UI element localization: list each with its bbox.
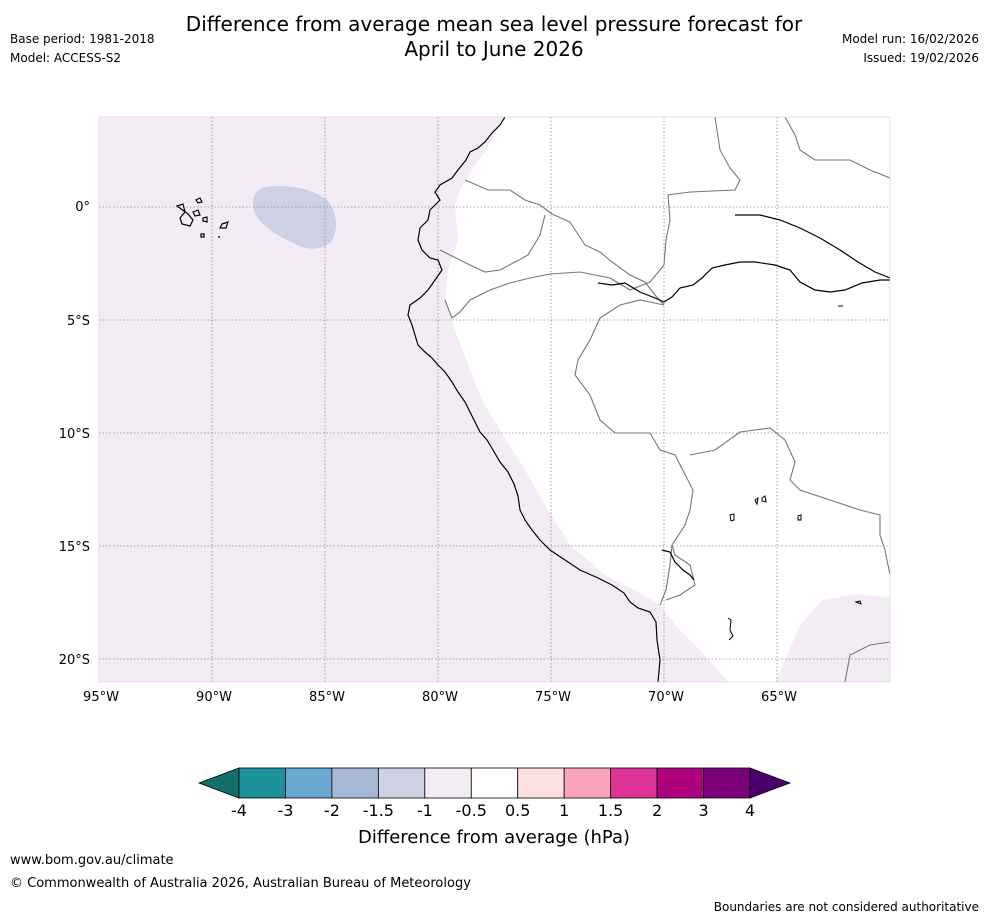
model-run-date: Model run: 16/02/2026 bbox=[841, 32, 979, 46]
colorbar-segment bbox=[377, 767, 426, 799]
footer-copyright: © Commonwealth of Australia 2026, Austra… bbox=[10, 876, 471, 891]
footer-url: www.bom.gov.au/climate bbox=[10, 853, 174, 868]
base-period: Base period: 1981-2018 bbox=[10, 32, 155, 46]
lat-label-0: 0° bbox=[75, 200, 90, 215]
lon-label-75w: 75°W bbox=[535, 690, 571, 705]
lon-label-80w: 80°W bbox=[422, 690, 458, 705]
issued-date: Issued: 19/02/2026 bbox=[863, 51, 979, 65]
colorbar-tick-label: -1.5 bbox=[363, 801, 394, 820]
colorbar-tick-label: -4 bbox=[231, 801, 247, 820]
lat-label-20s: 20°S bbox=[59, 653, 90, 668]
lon-label-85w: 85°W bbox=[309, 690, 345, 705]
colorbar-tick-label: -1 bbox=[417, 801, 433, 820]
colorbar-tick-label: 1 bbox=[559, 801, 569, 820]
graticule bbox=[99, 117, 890, 682]
colorbar-segment bbox=[610, 767, 658, 799]
title-line-2: April to June 2026 bbox=[404, 37, 584, 61]
lat-label-5s: 5°S bbox=[67, 314, 90, 329]
colorbar-tick-label: 2 bbox=[652, 801, 662, 820]
colorbar-tick-label: -3 bbox=[277, 801, 293, 820]
footer-disclaimer: Boundaries are not considered authoritat… bbox=[713, 900, 979, 914]
colorbar-extend-high bbox=[749, 767, 792, 799]
colorbar-title: Difference from average (hPa) bbox=[358, 827, 630, 848]
country-borders bbox=[439, 117, 890, 682]
colorbar-tick-label: -2 bbox=[324, 801, 340, 820]
colorbar-segment bbox=[331, 767, 379, 799]
inland-lakes bbox=[727, 305, 862, 641]
colorbar: -4 -3 -2 -1.5 -1 -0.5 0.5 1 1.5 2 3 4 bbox=[197, 767, 792, 820]
model-name: Model: ACCESS-S2 bbox=[10, 51, 122, 65]
map-frame bbox=[98, 116, 891, 683]
title-line-1: Difference from average mean sea level p… bbox=[185, 12, 803, 36]
colorbar-segment bbox=[563, 767, 612, 799]
colorbar-tick-label: 1.5 bbox=[598, 801, 623, 820]
lon-label-90w: 90°W bbox=[196, 690, 232, 705]
lat-label-15s: 15°S bbox=[59, 540, 90, 555]
coastlines bbox=[407, 117, 890, 682]
colorbar-segment bbox=[470, 767, 519, 799]
map-panel bbox=[99, 117, 890, 682]
chart-title: Difference from average mean sea level p… bbox=[0, 12, 988, 62]
colorbar-tick-label: -0.5 bbox=[456, 801, 487, 820]
lon-label-95w: 95°W bbox=[83, 690, 119, 705]
galapagos-islands bbox=[175, 197, 229, 238]
colorbar-tick-label: 4 bbox=[745, 801, 755, 820]
colorbar-tick-label: 0.5 bbox=[505, 801, 530, 820]
lon-label-65w: 65°W bbox=[761, 690, 797, 705]
colorbar-segment bbox=[517, 767, 565, 799]
negative-anomaly-blob bbox=[252, 186, 337, 249]
colorbar-segment bbox=[656, 767, 704, 799]
colorbar-tick-label: 3 bbox=[698, 801, 708, 820]
lat-label-10s: 10°S bbox=[59, 427, 90, 442]
colorbar-segment bbox=[424, 767, 472, 799]
neutral-anomaly-region bbox=[445, 117, 890, 682]
colorbar-extend-low bbox=[197, 767, 240, 799]
colorbar-segment bbox=[703, 767, 751, 799]
lon-label-70w: 70°W bbox=[648, 690, 684, 705]
colorbar-segment bbox=[238, 767, 286, 799]
colorbar-segment bbox=[285, 767, 333, 799]
